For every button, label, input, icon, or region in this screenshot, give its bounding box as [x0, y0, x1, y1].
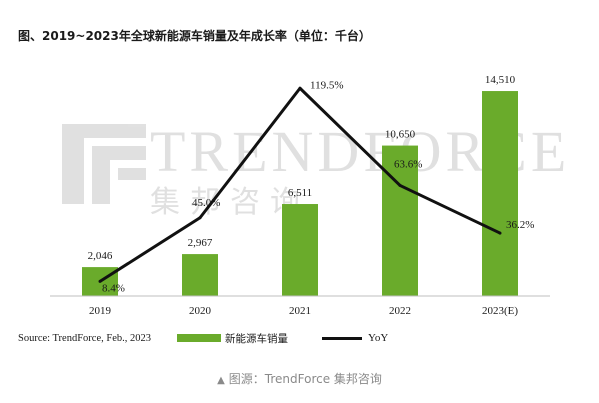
- legend-line-label: YoY: [368, 332, 389, 344]
- image-caption: ▲ 图源：TrendForce 集邦咨询: [0, 370, 599, 387]
- yoy-point-2023(E): [498, 231, 502, 235]
- trendforce-logo-icon: [62, 124, 146, 204]
- bar-2023(E): [482, 91, 518, 296]
- caption-text: 图源：TrendForce 集邦咨询: [228, 372, 382, 386]
- x-tick-label: 2019: [89, 305, 112, 317]
- bar-value-label: 2,967: [188, 237, 213, 249]
- yoy-value-label: 8.4%: [102, 282, 125, 294]
- yoy-point-2022: [398, 183, 402, 187]
- bar-value-label: 2,046: [88, 250, 113, 262]
- x-tick-label: 2020: [189, 305, 212, 317]
- triangle-up-icon: ▲: [217, 375, 225, 386]
- source-note: Source: TrendForce, Feb., 2023: [18, 332, 151, 344]
- bar-value-label: 6,511: [288, 187, 312, 199]
- yoy-value-label: 36.2%: [506, 219, 534, 231]
- yoy-value-label: 63.6%: [394, 158, 422, 170]
- bar-2021: [282, 204, 318, 296]
- bar-value-label: 14,510: [485, 74, 516, 86]
- yoy-value-label: 119.5%: [310, 79, 344, 91]
- x-tick-label: 2021: [289, 305, 311, 317]
- bar-2022: [382, 145, 418, 296]
- x-tick-label: 2022: [389, 305, 411, 317]
- legend: Source: TrendForce, Feb., 2023 新能源车销量 Yo…: [18, 331, 388, 345]
- legend-bar-label: 新能源车销量: [225, 332, 288, 345]
- yoy-value-label: 45.0%: [192, 197, 220, 209]
- legend-bar-swatch: [177, 334, 221, 342]
- chart-plot: 2,046 2,967 6,511 10,650 14,510 8.4% 45.0% 119.…: [50, 74, 550, 317]
- yoy-point-2019: [98, 279, 102, 283]
- yoy-point-2021: [298, 86, 302, 90]
- watermark-text-cn: 集邦咨询: [150, 185, 310, 220]
- yoy-point-2020: [198, 216, 202, 220]
- bar-2020: [182, 254, 218, 296]
- legend-line-swatch: [322, 336, 362, 340]
- x-tick-label: 2023(E): [482, 305, 518, 317]
- bar-value-label: 10,650: [385, 129, 416, 141]
- chart-title: 图、2019~2023年全球新能源车销量及年成长率（单位：千台）: [18, 29, 371, 43]
